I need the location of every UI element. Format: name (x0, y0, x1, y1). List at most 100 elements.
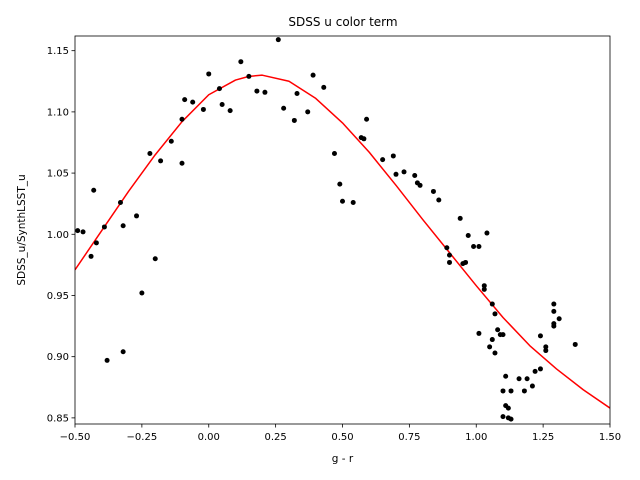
data-point (500, 388, 506, 394)
data-point (340, 198, 345, 204)
data-point (134, 213, 140, 219)
data-point (168, 138, 174, 144)
data-point (350, 199, 356, 205)
data-point (227, 108, 233, 114)
data-point (294, 91, 300, 97)
data-point (401, 169, 407, 175)
data-point (481, 286, 487, 292)
data-point (310, 72, 316, 78)
data-point (532, 368, 538, 374)
data-point (551, 323, 557, 329)
y-tick-label: 1.00 (47, 230, 69, 241)
y-tick-label: 1.15 (47, 46, 69, 57)
y-tick-label: 0.90 (47, 352, 69, 363)
x-axis-label: g - r (332, 453, 354, 465)
x-tick-label: 0.25 (264, 432, 286, 443)
data-point (305, 109, 311, 115)
data-point (101, 224, 107, 230)
data-point (430, 188, 436, 194)
x-tick-label: −0.25 (127, 432, 158, 443)
data-point (93, 240, 99, 246)
data-point (182, 97, 188, 103)
data-point (219, 102, 225, 108)
plot-area (75, 37, 610, 422)
data-point (88, 253, 94, 259)
data-point (503, 373, 509, 379)
data-point (476, 330, 482, 336)
data-point (393, 171, 399, 177)
data-point (179, 116, 185, 122)
data-point (238, 59, 244, 65)
y-axis-ticks: 0.85 0.90 0.95 1.00 1.05 1.10 1.15 (47, 46, 75, 424)
data-point (120, 223, 126, 229)
data-point (417, 182, 423, 188)
data-point (331, 151, 337, 156)
data-point (465, 233, 471, 239)
plot-frame (74, 35, 611, 425)
data-point (508, 388, 514, 394)
data-point (117, 199, 123, 205)
data-point (489, 301, 495, 307)
x-tick-label: 0.50 (331, 432, 353, 443)
data-point (489, 337, 495, 343)
data-point (436, 197, 442, 203)
data-point (361, 136, 367, 142)
data-point (321, 84, 327, 90)
data-point (471, 244, 477, 250)
data-point (254, 88, 260, 94)
fit-curve-line (75, 74, 610, 409)
data-point (246, 73, 252, 79)
y-axis-label: SDSS_u/SynthLSST_u (16, 174, 28, 285)
data-point (206, 71, 212, 77)
data-point (390, 153, 396, 159)
data-point (412, 173, 418, 179)
x-tick-label: 0.75 (398, 432, 420, 443)
data-point (537, 333, 543, 339)
data-point (529, 383, 535, 389)
data-point (158, 158, 164, 164)
data-point (179, 160, 185, 166)
y-tick-label: 1.05 (47, 169, 69, 180)
data-point (500, 332, 506, 338)
data-point (447, 252, 452, 258)
data-point (487, 344, 493, 350)
data-point (484, 230, 490, 236)
x-tick-label: 1.25 (532, 432, 554, 443)
data-point (516, 376, 522, 382)
data-point (80, 229, 86, 235)
data-point (281, 105, 287, 111)
data-point (556, 316, 562, 322)
x-tick-label: 1.00 (465, 432, 487, 443)
data-point (152, 256, 158, 262)
data-point (104, 357, 110, 363)
data-point (500, 414, 506, 420)
data-point (508, 416, 514, 422)
x-axis-ticks: −0.50 −0.25 0.00 0.25 0.50 0.75 1.00 1.25 1.50 (60, 424, 621, 443)
data-point (364, 116, 370, 122)
data-marks (75, 37, 610, 422)
data-point (447, 259, 452, 265)
data-point (147, 151, 153, 156)
data-point (444, 245, 450, 251)
data-point (551, 308, 557, 314)
data-point (543, 348, 549, 354)
x-tick-label: 1.50 (599, 432, 621, 443)
y-tick-label: 0.85 (47, 413, 69, 424)
data-point (275, 37, 281, 43)
data-point (537, 366, 543, 372)
data-point (505, 405, 511, 411)
data-point (91, 187, 97, 193)
data-point (216, 86, 222, 92)
data-point (476, 244, 482, 250)
data-point (481, 283, 487, 289)
data-point (139, 290, 145, 296)
data-point (492, 311, 498, 317)
data-point (337, 181, 343, 187)
x-tick-label: 0.00 (198, 432, 220, 443)
data-point (291, 117, 297, 123)
data-point (543, 344, 549, 350)
data-point (120, 349, 126, 355)
data-point (551, 301, 557, 307)
data-point (492, 350, 498, 356)
